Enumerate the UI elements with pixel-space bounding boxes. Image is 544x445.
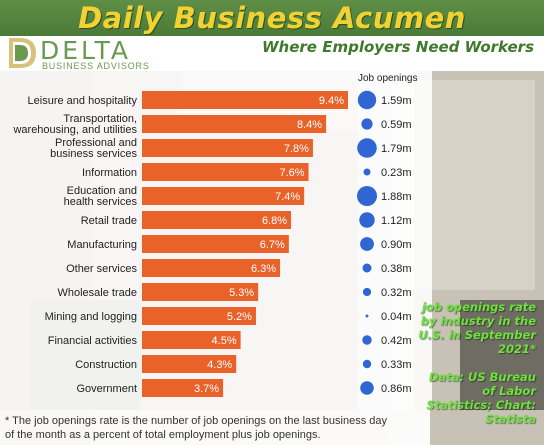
header-band <box>0 0 544 36</box>
job-openings-bubble <box>362 263 372 273</box>
source-line: Statista <box>484 412 536 426</box>
rate-bar <box>142 259 281 277</box>
rate-bar <box>142 91 348 109</box>
job-openings-label: 0.86m <box>381 383 412 395</box>
company-logo: DELTA BUSINESS ADVISORS <box>6 36 156 71</box>
category-label: Leisure and hospitality <box>28 95 138 107</box>
logo-name: DELTA <box>40 36 131 65</box>
rate-bar <box>142 139 313 157</box>
job-openings-bubble <box>361 118 373 130</box>
note-line: U.S. in September <box>418 328 536 342</box>
job-openings-bubble <box>357 90 377 110</box>
rate-bar <box>142 331 241 349</box>
job-openings-label: 0.33m <box>381 359 412 371</box>
delta-logo-icon <box>9 38 36 68</box>
job-openings-label: 0.23m <box>381 167 412 179</box>
job-openings-label: 0.59m <box>381 119 412 131</box>
footnote-line: * The job openings rate is the number of… <box>5 415 387 427</box>
subheader-band <box>0 36 544 71</box>
rate-label: 6.8% <box>262 215 287 227</box>
category-label: Government <box>76 383 137 395</box>
page-subtitle: Where Employers Need Workers <box>262 38 534 56</box>
rate-bar <box>142 307 256 325</box>
job-openings-label: 1.12m <box>381 215 412 227</box>
category-label: Other services <box>66 263 137 275</box>
rate-label: 5.3% <box>229 287 254 299</box>
job-openings-bubble <box>363 168 371 176</box>
rate-label: 5.2% <box>227 311 252 323</box>
rate-bar <box>142 283 259 301</box>
rate-label: 6.3% <box>251 263 276 275</box>
category-label: Education and health services <box>64 185 138 208</box>
job-openings-label: 0.04m <box>381 311 412 323</box>
job-openings-bubble <box>359 212 375 228</box>
job-openings-bubble <box>362 359 372 369</box>
rate-label: 8.4% <box>297 119 322 131</box>
rate-label: 7.4% <box>275 191 300 203</box>
category-label: Financial activities <box>48 335 138 347</box>
rate-bar <box>142 355 237 373</box>
rate-bar <box>142 187 305 205</box>
job-openings-bubble <box>360 381 374 395</box>
rate-label: 3.7% <box>194 383 219 395</box>
rate-bar <box>142 379 224 397</box>
chart-note: job openings rate by industry in the U.S… <box>418 300 536 426</box>
rate-bar <box>142 163 309 181</box>
category-label: Wholesale trade <box>58 287 138 299</box>
source-line: Statistics; Chart: <box>426 398 536 412</box>
job-openings-bubble <box>360 237 374 251</box>
category-label: Retail trade <box>81 215 137 227</box>
job-openings-bubble <box>362 335 372 345</box>
note-line: job openings rate <box>421 300 536 314</box>
rate-label: 6.7% <box>260 239 285 251</box>
job-openings-label: 0.90m <box>381 239 412 251</box>
rate-label: 7.8% <box>284 143 309 155</box>
category-label: Mining and logging <box>45 311 137 323</box>
logo-tagline: BUSINESS ADVISORS <box>42 61 150 71</box>
category-label: Construction <box>75 359 137 371</box>
job-openings-label: 0.42m <box>381 335 412 347</box>
job-openings-label: 1.79m <box>381 143 412 155</box>
job-openings-label: 0.38m <box>381 263 412 275</box>
job-openings-bubble <box>362 287 372 297</box>
source-line: of Labor <box>482 384 536 398</box>
rate-label: 7.6% <box>279 167 304 179</box>
rate-bar <box>142 211 292 229</box>
footnote-line: of the month as a percent of total emplo… <box>5 429 321 441</box>
job-openings-bubble <box>365 314 369 318</box>
category-label: Transportation, warehousing, and utilitie… <box>12 113 137 136</box>
job-openings-bubble <box>357 186 377 206</box>
category-label: Professional and business services <box>50 137 137 160</box>
note-line: 2021* <box>497 342 536 356</box>
note-line: by industry in the <box>420 314 536 328</box>
category-label: Manufacturing <box>67 239 137 251</box>
source-line: Data: US Bureau <box>428 370 536 384</box>
job-openings-label: 1.59m <box>381 95 412 107</box>
rate-label: 4.3% <box>207 359 232 371</box>
footnote: * The job openings rate is the number of… <box>0 410 430 445</box>
job-openings-bubble <box>357 138 377 158</box>
rate-label: 4.5% <box>212 335 237 347</box>
rate-label: 9.4% <box>319 95 344 107</box>
job-openings-header: Job openings <box>358 73 418 84</box>
job-openings-label: 0.32m <box>381 287 412 299</box>
page-title: Daily Business Acumen <box>78 1 466 35</box>
job-openings-label: 1.88m <box>381 191 412 203</box>
rate-bar <box>142 115 327 133</box>
rate-bar <box>142 235 289 253</box>
category-label: Information <box>82 167 137 179</box>
